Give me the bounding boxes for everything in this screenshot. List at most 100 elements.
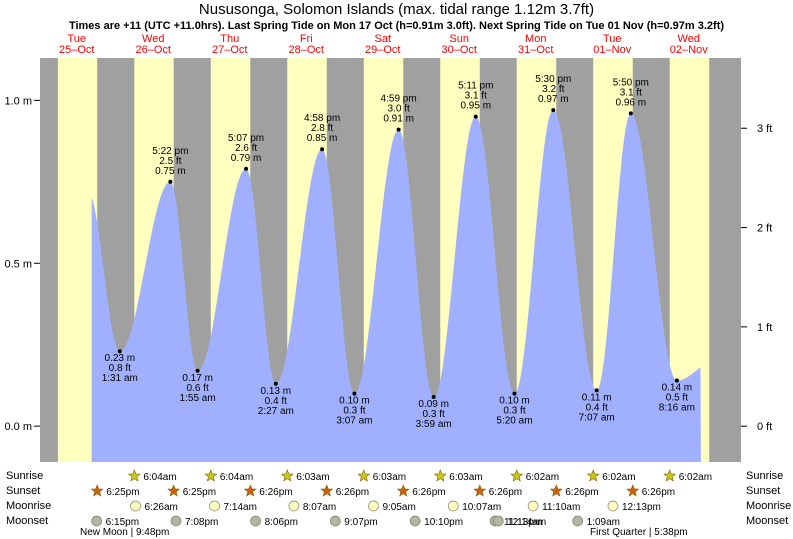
moonset-moon-icon — [250, 515, 261, 527]
day-weekday: Wed — [678, 33, 700, 45]
moonrise-time: 7:14am — [224, 502, 257, 513]
y-tick-label-ft: 0 ft — [757, 421, 772, 433]
sunset-star-icon — [626, 484, 640, 497]
sunrise-row-label-right: Sunrise — [746, 470, 784, 482]
sunrise-time: 6:02am — [679, 472, 712, 483]
tide-high-label: 3.1 ft — [620, 87, 642, 98]
tide-low-point — [195, 368, 200, 373]
sunrise-time: 6:03am — [296, 472, 329, 483]
tide-low-label: 0.17 m — [182, 373, 213, 384]
tide-high-label: 2.6 ft — [235, 143, 257, 154]
day-weekday: Thu — [220, 33, 239, 45]
moonrise-time: 9:05am — [382, 502, 415, 513]
day-date: 29–Oct — [365, 44, 400, 56]
tide-low-point — [594, 388, 599, 393]
day-weekday: Tue — [67, 33, 86, 45]
tide-low-point — [431, 394, 436, 399]
day-date: 26–Oct — [136, 44, 171, 56]
tide-low-label: 7:07 am — [579, 412, 615, 423]
tide-low-point — [273, 381, 278, 386]
tide-low-label: 0.23 m — [104, 353, 135, 364]
moonrise-time: 10:07am — [462, 502, 501, 513]
tide-high-label: 0.79 m — [231, 153, 262, 164]
chart-subtitle: Times are +11 (UTC +11.0hrs). Last Sprin… — [68, 20, 725, 32]
tide-high-label: 0.91 m — [383, 114, 414, 125]
tide-low-label: 0.4 ft — [265, 396, 287, 407]
moonset-moon-icon — [91, 515, 103, 527]
chart-title: Nususonga, Solomon Islands (max. tidal r… — [198, 1, 595, 18]
sunset-row-label-right: Sunset — [746, 485, 781, 497]
day-date: 25–Oct — [59, 44, 94, 56]
tide-high-point — [168, 179, 173, 184]
tide-high-label: 2.5 ft — [159, 156, 181, 167]
new-moon-note: New Moon | 9:48pm — [80, 527, 170, 538]
tide-high-label: 0.95 m — [460, 101, 491, 112]
sunrise-time: 6:04am — [143, 472, 176, 483]
tide-high-label: 0.96 m — [616, 97, 647, 108]
tide-low-point — [117, 349, 122, 354]
tide-high-point — [244, 166, 249, 171]
moonrise-row-label-right: Moonrise — [746, 500, 792, 512]
moonrise-moon-icon — [209, 500, 220, 512]
tide-low-label: 2:27 am — [258, 406, 294, 417]
sunset-star-icon — [320, 484, 334, 497]
moonset-moon-icon — [170, 515, 182, 527]
tide-low-label: 0.3 ft — [503, 406, 525, 417]
moonset-moon-icon — [492, 515, 504, 527]
moonset-time: 9:07pm — [344, 517, 377, 528]
tide-low-label: 0.10 m — [339, 396, 370, 407]
day-weekday: Mon — [525, 33, 546, 45]
tide-high-label: 5:22 pm — [152, 146, 188, 157]
day-weekday: Sat — [374, 33, 391, 45]
sunset-star-icon — [243, 484, 257, 497]
sunset-time: 6:26pm — [642, 487, 675, 498]
tide-high-point — [473, 114, 478, 119]
moonrise-moon-icon — [130, 500, 141, 512]
tide-high-point — [396, 127, 401, 132]
new-moon-time: 9:48pm — [135, 527, 170, 538]
tide-low-label: 0.6 ft — [186, 383, 208, 394]
moonrise-moon-icon — [607, 500, 619, 512]
tide-low-label: 1:55 am — [180, 393, 216, 404]
day-weekday: Sun — [449, 33, 469, 45]
moonrise-moon-icon — [368, 500, 379, 512]
moonset-time: 10:10pm — [424, 517, 463, 528]
moonrise-moon-icon — [527, 500, 539, 512]
tide-high-label: 5:50 pm — [613, 77, 649, 88]
first-quarter-label: First Quarter — [590, 527, 647, 538]
day-date: 28–Oct — [289, 44, 324, 56]
sunrise-time: 6:03am — [449, 472, 482, 483]
sunrise-time: 6:02am — [602, 472, 635, 483]
tide-low-label: 1:31 am — [102, 373, 138, 384]
sunset-star-icon — [396, 484, 410, 497]
first-quarter-note: First Quarter | 5:38pm — [590, 527, 688, 538]
y-tick-label-m: 1.0 m — [4, 95, 32, 107]
tide-high-point — [320, 147, 325, 152]
y-tick-label-ft: 2 ft — [757, 223, 772, 235]
tide-low-point — [352, 391, 357, 396]
day-date: 01–Nov — [593, 44, 631, 56]
tide-high-label: 5:11 pm — [458, 81, 493, 92]
moonset-row-label-right: Moonset — [746, 515, 789, 527]
moonset-time: 8:06pm — [265, 517, 298, 528]
tide-area — [91, 110, 701, 462]
tide-low-label: 8:16 am — [659, 403, 695, 414]
tide-high-label: 4:58 pm — [304, 113, 340, 124]
day-date: 30–Oct — [442, 44, 477, 56]
moonset-time: 11:13pm — [504, 517, 542, 528]
tide-high-label: 0.97 m — [538, 94, 569, 105]
tide-low-label: 5:20 am — [496, 416, 532, 427]
tide-high-label: 5:30 pm — [535, 74, 571, 85]
tide-low-label: 0.3 ft — [423, 409, 445, 420]
sunrise-time: 6:04am — [220, 472, 253, 483]
y-tick-label-m: 0.0 m — [4, 421, 32, 433]
tide-high-point — [628, 111, 633, 116]
tide-low-label: 3:59 am — [416, 419, 452, 430]
tide-high-label: 0.85 m — [307, 133, 338, 144]
sunset-star-icon — [549, 484, 563, 497]
moonrise-time: 12:13pm — [622, 502, 661, 513]
tide-low-point — [674, 378, 679, 383]
sunrise-star-icon — [357, 469, 371, 482]
sunrise-star-icon — [280, 469, 294, 482]
tide-high-label: 0.75 m — [155, 166, 186, 177]
